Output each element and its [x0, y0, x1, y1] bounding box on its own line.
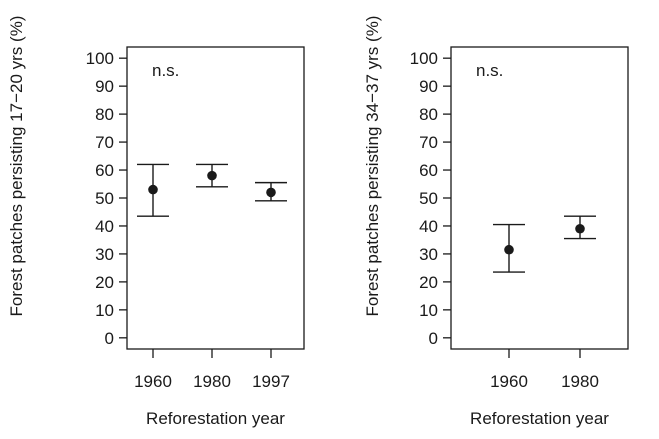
panel-right: 0 10 20 30 40 50 60 70 80 90 100 1960 1980 n.s. Refore… — [363, 16, 629, 428]
data-point — [504, 244, 514, 255]
y-tick-label: 50 — [95, 189, 114, 208]
x-tick-label: 1997 — [252, 372, 290, 391]
data-point — [266, 187, 276, 198]
x-tick-label: 1960 — [490, 372, 528, 391]
y-tick-label: 100 — [86, 49, 114, 68]
y-tick-label: 90 — [95, 77, 114, 96]
y-tick-label: 50 — [419, 189, 438, 208]
y-tick-label: 30 — [419, 245, 438, 264]
y-tick-label: 20 — [95, 273, 114, 292]
y-tick-label: 70 — [419, 133, 438, 152]
y-tick-label: 40 — [95, 217, 114, 236]
data-point — [148, 184, 158, 195]
y-tick-label: 40 — [419, 217, 438, 236]
y-tick-label: 10 — [419, 301, 438, 320]
y-tick-label: 90 — [419, 77, 438, 96]
panel-left: 0 10 20 30 40 50 60 70 80 90 100 1960 1980 1997 n.s. Re… — [7, 16, 305, 428]
plot-frame — [450, 46, 629, 350]
y-tick-label: 0 — [429, 329, 438, 348]
data-point — [207, 170, 217, 181]
y-tick-label: 0 — [105, 329, 114, 348]
y-tick-label: 80 — [95, 105, 114, 124]
significance-note: n.s. — [152, 61, 179, 80]
x-tick-label: 1980 — [193, 372, 231, 391]
y-tick-label: 100 — [410, 49, 438, 68]
significance-note: n.s. — [476, 61, 503, 80]
y-tick-label: 70 — [95, 133, 114, 152]
x-tick-label: 1980 — [561, 372, 599, 391]
y-axis-label: Forest patches persisting 17−20 yrs (%) — [7, 16, 26, 317]
x-axis-label: Reforestation year — [470, 409, 609, 428]
y-tick-label: 20 — [419, 273, 438, 292]
x-axis-label: Reforestation year — [146, 409, 285, 428]
y-tick-label: 80 — [419, 105, 438, 124]
x-tick-label: 1960 — [134, 372, 172, 391]
data-point — [575, 223, 585, 234]
y-tick-label: 10 — [95, 301, 114, 320]
y-axis-label: Forest patches persisting 34−37 yrs (%) — [363, 16, 382, 317]
y-tick-label: 30 — [95, 245, 114, 264]
y-tick-label: 60 — [419, 161, 438, 180]
y-tick-label: 60 — [95, 161, 114, 180]
